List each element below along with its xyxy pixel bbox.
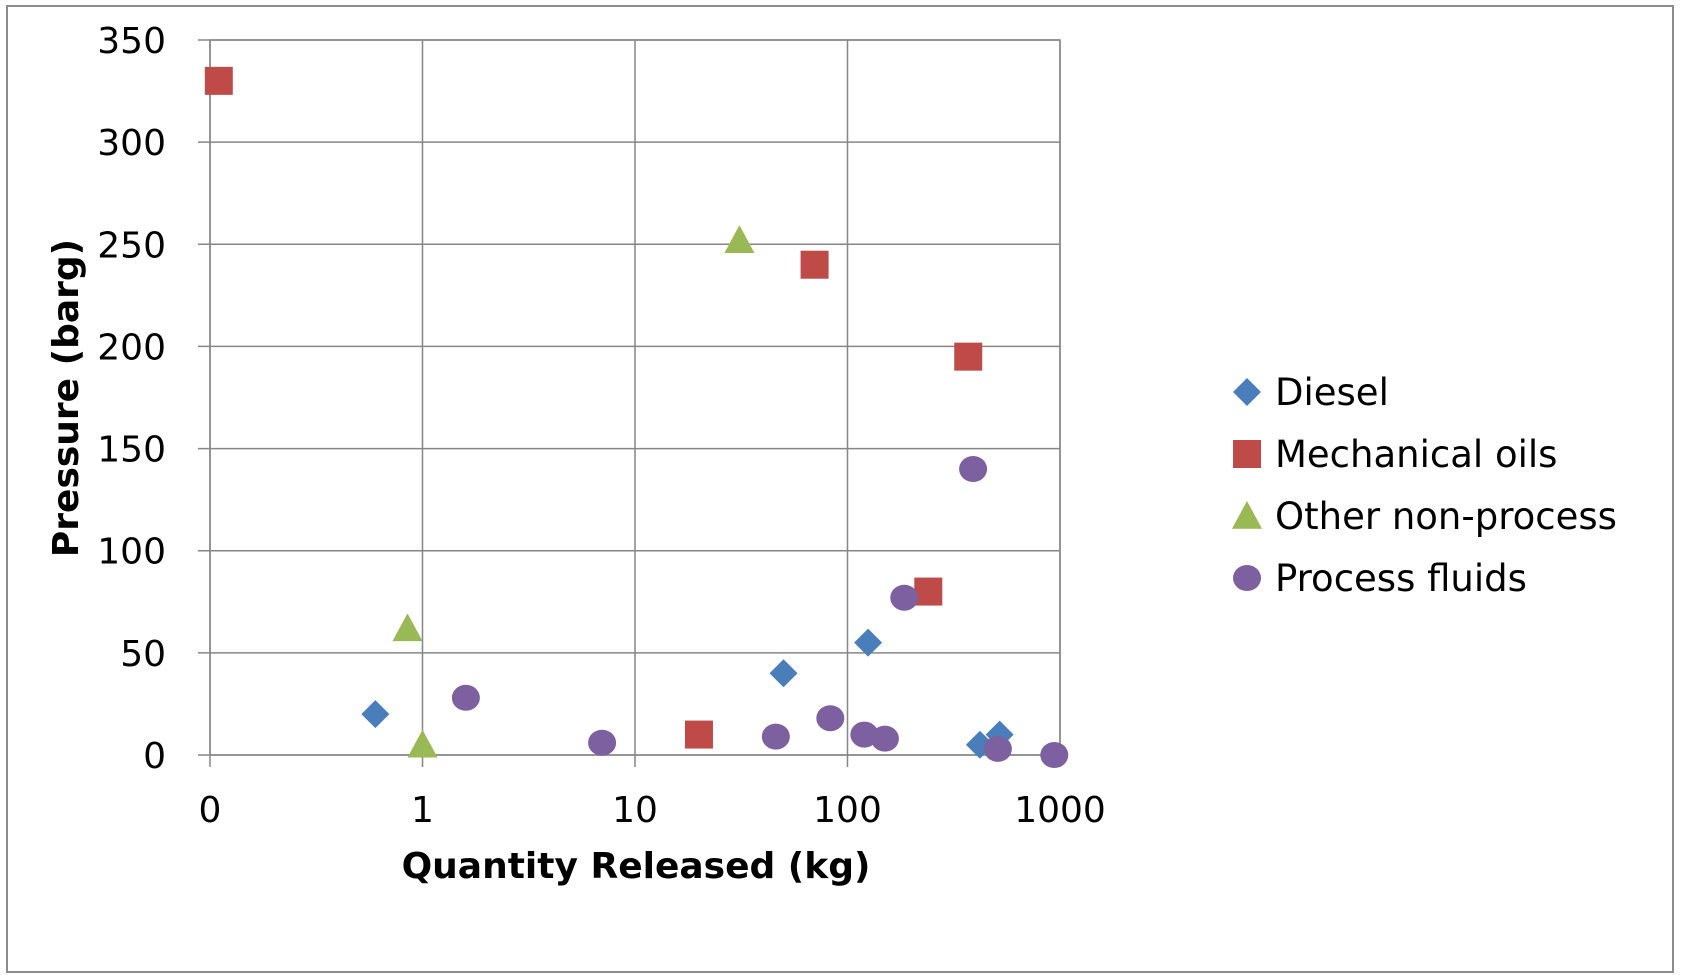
circle-point — [761, 723, 790, 750]
triangle-point — [724, 225, 755, 253]
y-tick-label: 50 — [120, 634, 166, 675]
diamond-point — [854, 628, 883, 657]
legend-label: Mechanical oils — [1275, 433, 1557, 476]
y-tick-label: 150 — [97, 430, 166, 471]
circle-point — [983, 735, 1012, 762]
square-point — [204, 66, 233, 95]
y-axis-title: Pressure (barg) — [46, 239, 87, 557]
diamond-point — [769, 659, 798, 688]
x-tick-label: 100 — [813, 790, 882, 831]
triangle-point — [392, 613, 423, 642]
circle-point — [1040, 742, 1069, 768]
circle-point — [451, 684, 480, 711]
square-point — [800, 250, 829, 279]
x-axis-ticks: 0 1 10 100 1000 — [199, 790, 1106, 831]
diamond-point — [361, 700, 390, 729]
y-tick-label: 350 — [97, 21, 166, 62]
x-tick-label: 10 — [612, 790, 658, 831]
chart-frame — [6, 5, 1674, 973]
square-point — [684, 720, 713, 749]
x-tick-label: 0 — [199, 790, 222, 831]
triangle-point — [407, 729, 438, 758]
y-tick-label: 250 — [97, 225, 166, 266]
legend: Diesel Mechanical oils Other non-process Pr… — [1232, 371, 1617, 600]
circle-point — [959, 456, 988, 482]
data-points — [204, 66, 1069, 768]
y-tick-label: 100 — [97, 532, 166, 573]
legend-square-icon — [1233, 440, 1261, 468]
gridlines — [198, 39, 1061, 767]
legend-diamond-icon — [1233, 378, 1261, 406]
legend-label: Process fluids — [1275, 557, 1527, 600]
legend-label: Diesel — [1275, 371, 1389, 414]
x-tick-label: 1000 — [1014, 790, 1106, 831]
x-tick-label: 1 — [411, 790, 434, 831]
y-tick-label: 200 — [97, 327, 166, 368]
circle-point — [816, 705, 845, 732]
square-point — [954, 342, 983, 371]
circle-point — [890, 584, 919, 611]
y-tick-label: 0 — [143, 736, 166, 777]
legend-circle-icon — [1233, 565, 1261, 591]
legend-triangle-icon — [1232, 501, 1262, 529]
y-axis-ticks: 0 50 100 150 200 250 300 350 — [97, 21, 166, 777]
circle-point — [588, 729, 617, 756]
legend-label: Other non-process — [1275, 495, 1617, 538]
y-tick-label: 300 — [97, 123, 166, 164]
plot-area — [209, 39, 1061, 756]
square-point — [914, 577, 943, 606]
circle-point — [870, 725, 899, 752]
x-axis-title: Quantity Released (kg) — [402, 846, 871, 887]
